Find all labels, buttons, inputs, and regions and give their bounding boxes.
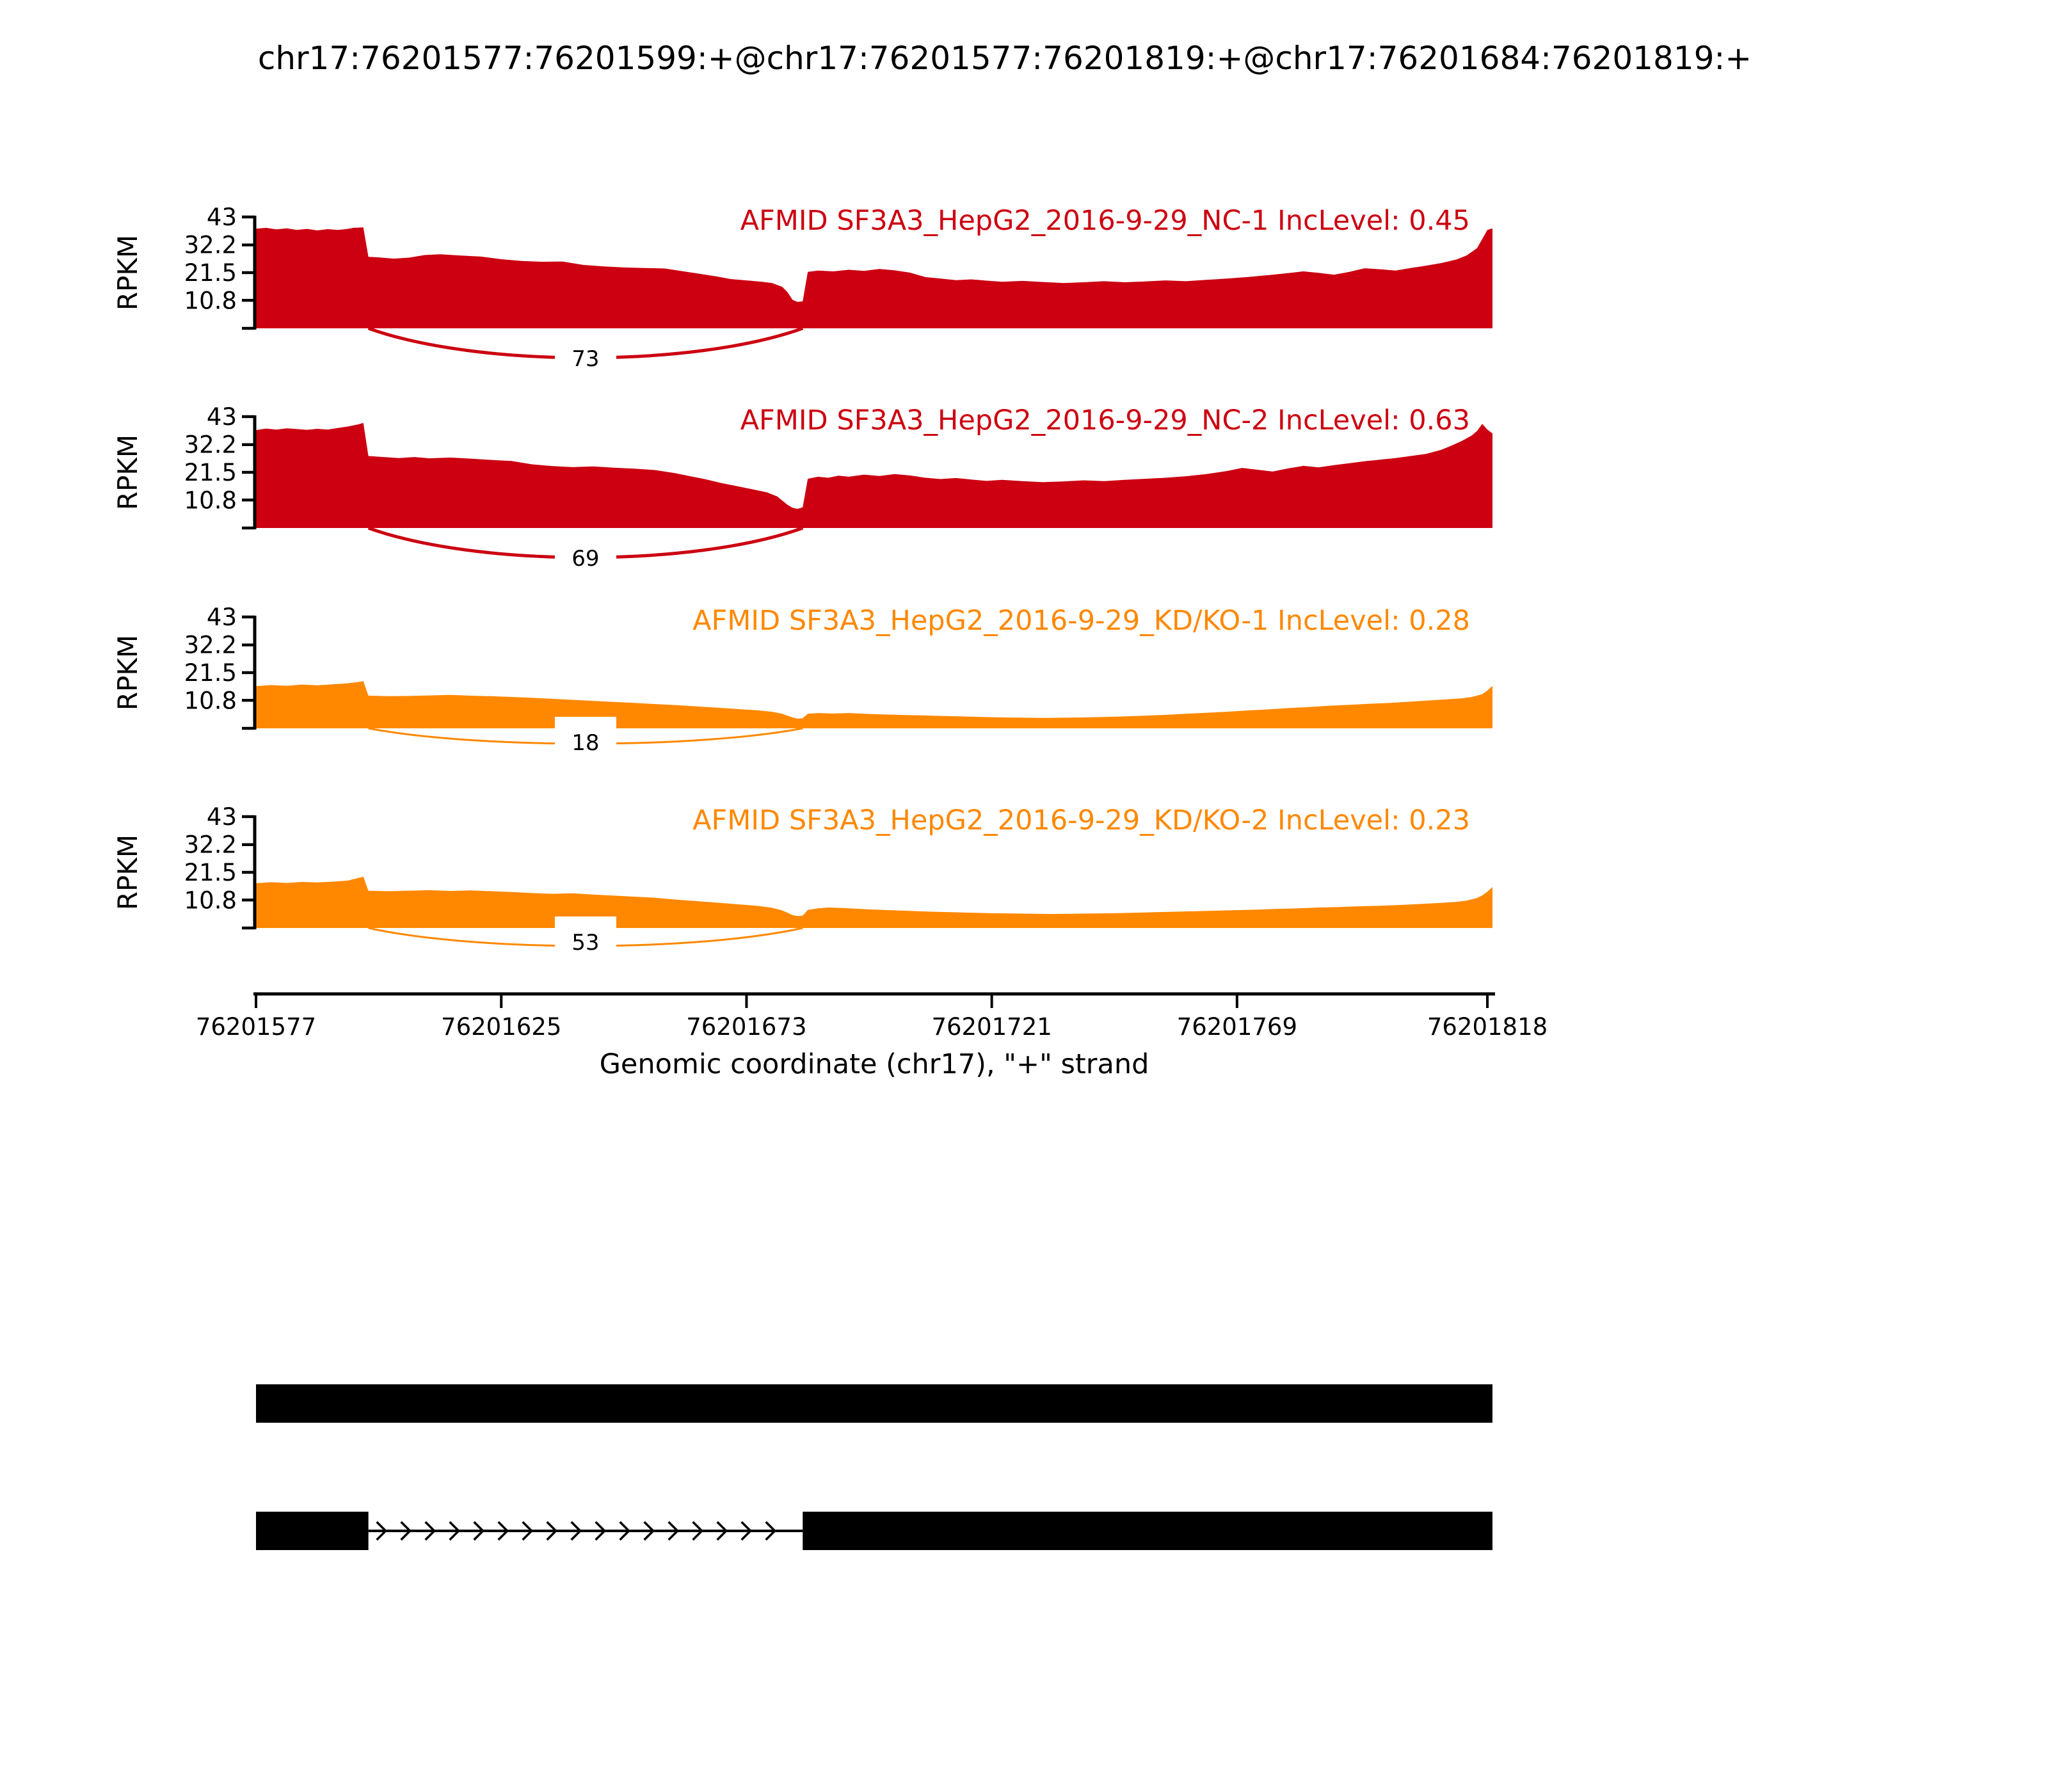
x-tick-label: 76201769	[1177, 1013, 1297, 1041]
y-tick-label: 21.5	[184, 859, 237, 886]
strand-arrow-icon	[546, 1521, 558, 1541]
strand-arrow-icon	[643, 1521, 655, 1541]
isoform-diagram	[256, 1384, 1492, 1550]
y-tick-label: 43	[207, 803, 237, 831]
x-tick-label: 76201673	[686, 1013, 806, 1041]
strand-arrow-icon	[497, 1521, 509, 1541]
junction-count-bg	[554, 541, 616, 575]
x-tick-label: 76201818	[1427, 1013, 1548, 1041]
x-axis-title: Genomic coordinate (chr17), "+" strand	[600, 1048, 1149, 1080]
x-axis: 76201577 76201625 76201673 76201721 76201769…	[196, 992, 1548, 1080]
coverage-area	[256, 681, 1492, 728]
y-tick-label: 32.2	[184, 232, 237, 259]
exon-block	[803, 1512, 1492, 1550]
junction-count-bg	[554, 717, 616, 758]
strand-arrow-icon	[740, 1521, 753, 1541]
y-tick-label: 10.8	[184, 287, 237, 314]
plot-title: chr17:76201577:76201599:+@chr17:76201577…	[257, 40, 1752, 77]
y-tick-label: 10.8	[184, 486, 237, 514]
y-tick-label: 32.2	[184, 831, 237, 859]
coverage-area	[256, 876, 1492, 928]
track-label: AFMID SF3A3_HepG2_2016-9-29_KD/KO-2 IncL…	[692, 804, 1470, 836]
junction-count-label: 69	[572, 546, 599, 572]
exon-block	[256, 1512, 369, 1550]
strand-arrow-icon	[570, 1521, 582, 1541]
strand-arrow-icon	[716, 1521, 728, 1541]
junction-count-label: 53	[572, 930, 599, 956]
y-axis-title: RPKM	[112, 635, 143, 710]
y-axis-title: RPKM	[112, 835, 143, 910]
y-tick-label: 43	[207, 604, 237, 631]
strand-arrow-icon	[449, 1521, 461, 1541]
track-label: AFMID SF3A3_HepG2_2016-9-29_NC-1 IncLeve…	[740, 205, 1470, 237]
junction-count-label: 73	[572, 346, 599, 372]
y-tick-label: 10.8	[184, 687, 237, 714]
junction-count-bg	[554, 342, 616, 375]
strand-arrow-icon	[376, 1521, 388, 1541]
track-label: AFMID SF3A3_HepG2_2016-9-29_NC-2 IncLeve…	[740, 404, 1470, 436]
y-tick-label: 32.2	[184, 632, 237, 659]
y-tick-label: 21.5	[184, 259, 237, 287]
y-tick-label: 10.8	[184, 886, 237, 914]
isoform-skipping	[256, 1512, 1492, 1550]
strand-arrow-icon	[400, 1521, 412, 1541]
y-tick-label: 21.5	[184, 459, 237, 486]
x-tick-label: 76201625	[441, 1013, 561, 1041]
y-tick-label: 21.5	[184, 659, 237, 687]
x-tick-label: 76201577	[196, 1013, 316, 1041]
coverage-area	[256, 422, 1492, 528]
isoform-inclusion	[256, 1384, 1492, 1423]
y-tick-label: 32.2	[184, 431, 237, 459]
y-axis-title: RPKM	[112, 435, 143, 510]
strand-arrow-icon	[522, 1521, 534, 1541]
strand-arrow-icon	[668, 1521, 680, 1541]
strand-arrow-icon	[619, 1521, 631, 1541]
y-axis-title: RPKM	[112, 235, 143, 310]
track-label: AFMID SF3A3_HepG2_2016-9-29_KD/KO-1 IncL…	[692, 605, 1470, 637]
strand-arrow-icon	[692, 1521, 704, 1541]
exon-block	[256, 1384, 1492, 1423]
x-tick-label: 76201721	[931, 1013, 1052, 1041]
strand-arrow-icon	[765, 1521, 777, 1541]
y-tick-label: 43	[207, 403, 237, 431]
coverage-area	[256, 227, 1492, 328]
junction-count-label: 18	[572, 730, 599, 756]
strand-arrow-icon	[473, 1521, 485, 1541]
strand-arrow-icon	[424, 1521, 436, 1541]
strand-arrow-icon	[595, 1521, 607, 1541]
y-tick-label: 43	[207, 204, 237, 231]
junction-count-bg	[554, 916, 616, 957]
